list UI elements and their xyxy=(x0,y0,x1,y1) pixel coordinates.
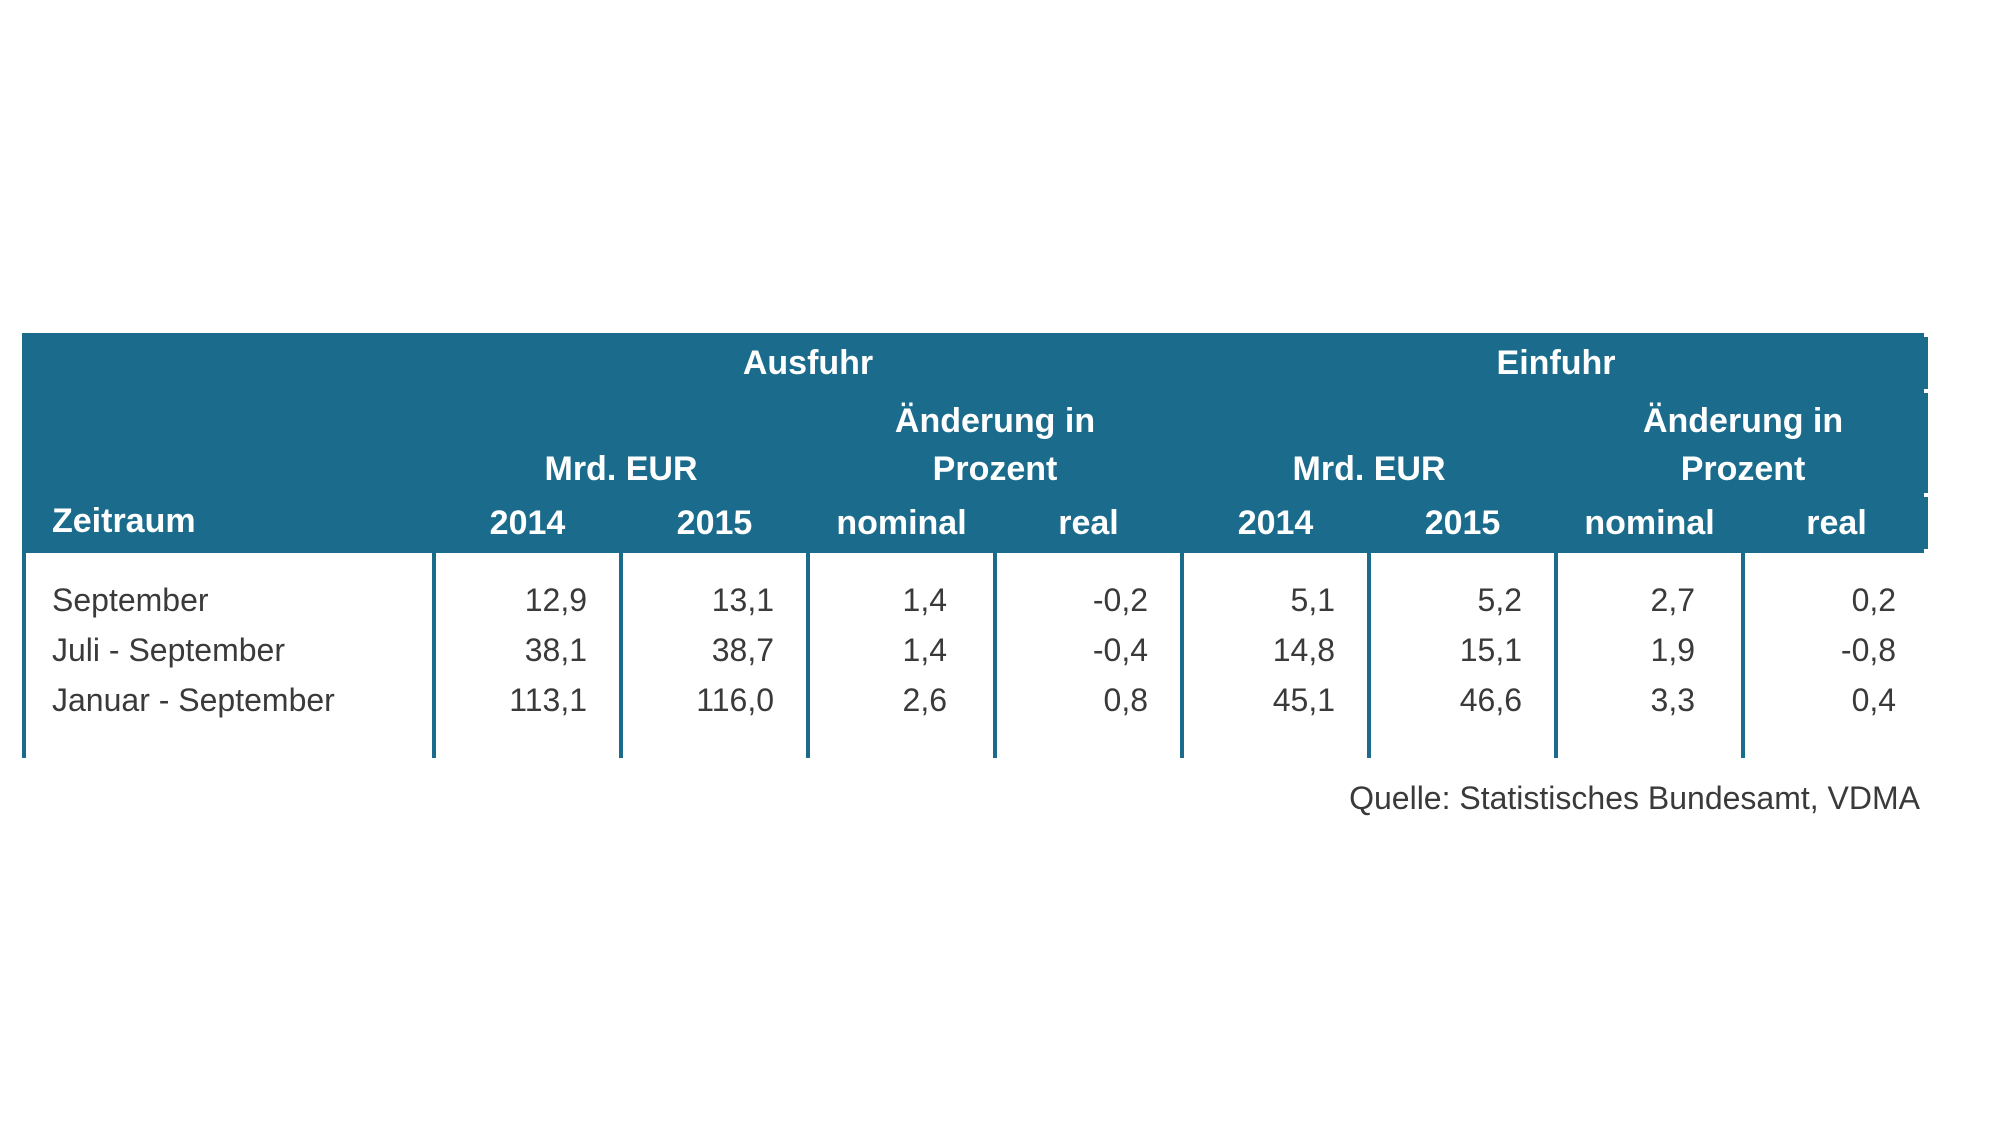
value-cell: 12,9 xyxy=(524,582,587,618)
header-einfuhr-2015: 2015 xyxy=(1371,497,1555,549)
column-einfuhr-nominal: 2,7 1,9 3,3 xyxy=(1558,553,1742,765)
header-aenderung-line1: Änderung in xyxy=(1642,402,1844,440)
value-cell: 46,6 xyxy=(1459,682,1523,718)
value-cell: 0,4 xyxy=(1851,682,1897,718)
header-aenderung-line2: Prozent xyxy=(1680,450,1806,488)
value-cell: 1,4 xyxy=(902,632,947,668)
value-cell: 5,1 xyxy=(1290,582,1336,618)
value-cell: 2,6 xyxy=(902,682,947,718)
column-ausfuhr-nominal: 1,4 1,4 2,6 xyxy=(810,553,993,765)
value-cell: 116,0 xyxy=(696,682,774,718)
header-ausfuhr-2014: 2014 xyxy=(436,497,619,549)
header-einfuhr-mrd-eur: Mrd. EUR xyxy=(1184,393,1555,493)
header-ausfuhr-nominal: nominal xyxy=(810,497,993,549)
header-zeitraum: Zeitraum xyxy=(26,337,432,549)
header-einfuhr: Einfuhr xyxy=(1184,337,1929,389)
header-einfuhr-aenderung: Änderung in Prozent xyxy=(1558,393,1929,493)
value-cell: 38,7 xyxy=(711,632,774,668)
header-row-groups: Zeitraum Ausfuhr Einfuhr xyxy=(26,337,1929,549)
source-note: Quelle: Statistisches Bundesamt, VDMA xyxy=(1349,780,1920,816)
value-cell: 1,4 xyxy=(902,582,947,618)
value-cell: 0,2 xyxy=(1851,582,1897,618)
header-ausfuhr-real: real xyxy=(997,497,1181,549)
value-cell: -0,4 xyxy=(1092,632,1149,668)
column-einfuhr-real: 0,2 -0,8 0,4 xyxy=(1745,553,1929,765)
value-cell: 3,3 xyxy=(1650,682,1696,718)
value-cell: 2,7 xyxy=(1650,582,1696,618)
value-cell: 1,9 xyxy=(1650,632,1696,668)
header-aenderung-line2: Prozent xyxy=(932,450,1058,488)
header-row-columns: 2014 2015 nominal real 2014 2015 nominal… xyxy=(26,497,1929,549)
header-ausfuhr-aenderung: Änderung in Prozent xyxy=(810,393,1181,493)
value-cell: -0,2 xyxy=(1092,582,1149,618)
header-einfuhr-nominal: nominal xyxy=(1558,497,1742,549)
value-cell: -0,8 xyxy=(1840,632,1897,668)
header-ausfuhr-mrd-eur: Mrd. EUR xyxy=(436,393,806,493)
header-einfuhr-real: real xyxy=(1745,497,1929,549)
column-zeitraum: September Juli - September Januar - Sept… xyxy=(26,553,432,765)
column-ausfuhr-2014: 12,9 38,1 113,1 xyxy=(436,553,619,765)
value-cell: 45,1 xyxy=(1272,682,1336,718)
column-ausfuhr-2015: 13,1 38,7 116,0 xyxy=(623,553,806,765)
header-ausfuhr-2015: 2015 xyxy=(623,497,806,549)
header-aenderung-line1: Änderung in xyxy=(894,402,1096,440)
row-label: Juli - September xyxy=(52,632,285,668)
header-einfuhr-2014: 2014 xyxy=(1184,497,1368,549)
column-einfuhr-2015: 5,2 15,1 46,6 xyxy=(1371,553,1555,765)
value-cell: 13,1 xyxy=(711,582,774,618)
column-ausfuhr-real: -0,2 -0,4 0,8 xyxy=(997,553,1181,765)
value-cell: 113,1 xyxy=(509,682,587,718)
header-row-units: Mrd. EUR Änderung in Prozent Mrd. EUR Än… xyxy=(26,393,1929,493)
row-label: September xyxy=(52,582,209,618)
value-cell: 15,1 xyxy=(1459,632,1523,668)
value-cell: 38,1 xyxy=(524,632,587,668)
header-ausfuhr: Ausfuhr xyxy=(436,337,1181,389)
row-label: Januar - September xyxy=(52,682,335,718)
table-body-row: September Juli - September Januar - Sept… xyxy=(26,553,1929,765)
value-cell: 14,8 xyxy=(1272,632,1336,668)
column-einfuhr-2014: 5,1 14,8 45,1 xyxy=(1184,553,1368,765)
value-cell: 0,8 xyxy=(1103,682,1149,718)
value-cell: 5,2 xyxy=(1477,582,1523,618)
trade-table: Zeitraum Ausfuhr Einfuhr Mrd. EUR Änderu… xyxy=(22,333,1932,769)
